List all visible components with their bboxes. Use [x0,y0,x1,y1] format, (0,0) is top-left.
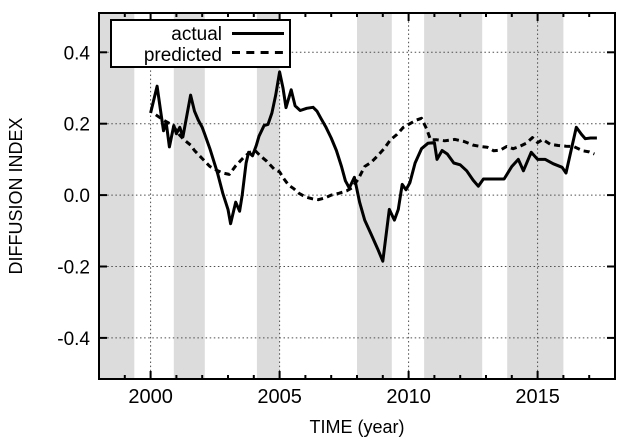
y-axis-title: DIFFUSION INDEX [6,117,26,274]
x-axis-title: TIME (year) [309,417,404,437]
x-tick-label: 2000 [128,386,173,408]
x-tick-label: 2005 [257,386,302,408]
plot-border [98,12,616,380]
x-tick-label: 2010 [386,386,431,408]
x-tick-label: 2015 [515,386,560,408]
shaded-recession-band [173,13,205,379]
legend-label-actual: actual [171,24,222,45]
y-tick-label: 0.0 [64,186,90,207]
y-tick-label: -0.4 [57,329,90,350]
legend-label-predicted: predicted [144,45,222,66]
shaded-recession-band [507,13,564,379]
series-line-actual [149,70,597,263]
shaded-recession-band [424,13,483,379]
shaded-recession-band [357,13,392,379]
legend-box [110,19,291,68]
y-tick-label: 0.4 [64,43,91,64]
series-line-predicted [154,113,595,202]
y-tick-label: -0.2 [57,258,90,279]
y-tick-label: 0.2 [64,115,90,136]
